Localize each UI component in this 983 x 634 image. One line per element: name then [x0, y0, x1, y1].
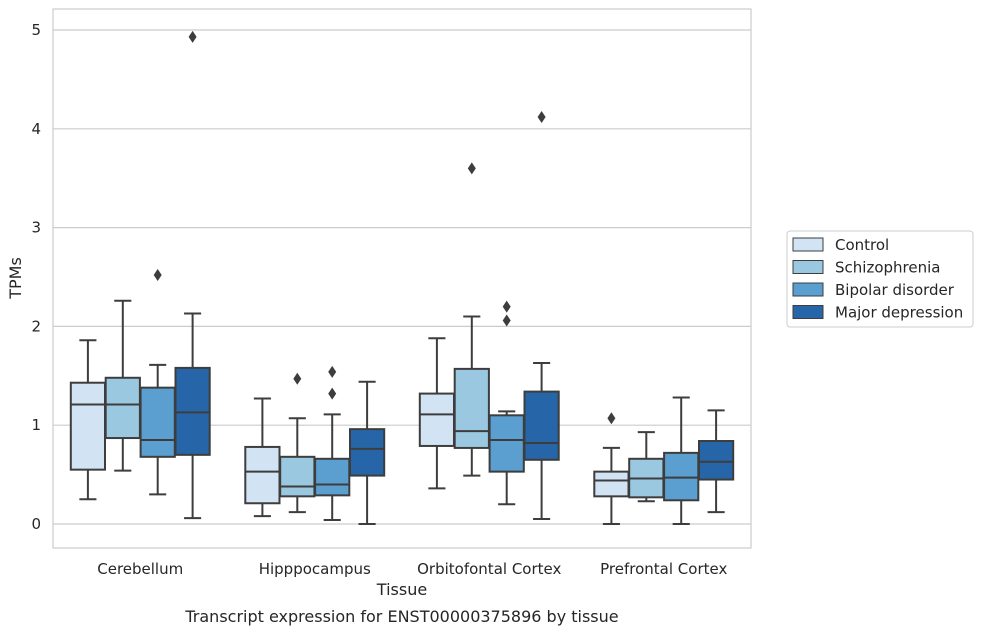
box-body [348, 428, 386, 477]
box-body [697, 440, 735, 481]
outlier-point [537, 110, 546, 123]
box-body [453, 367, 490, 449]
outlier-point [328, 387, 337, 400]
box-bipolar-disorder [139, 269, 176, 496]
y-tick-label: 4 [31, 120, 41, 138]
box-control [244, 397, 281, 518]
x-tick-label: Orbitofontal Cortex [417, 560, 561, 578]
outlier-point [607, 412, 616, 425]
legend-swatch [792, 282, 824, 297]
y-tick-label: 3 [31, 219, 41, 237]
box-bipolar-disorder [314, 365, 351, 522]
outlier-point [188, 30, 197, 43]
outlier-point [502, 300, 511, 313]
box-body [279, 455, 316, 498]
box-major-depression [174, 30, 211, 520]
box-body [314, 457, 351, 497]
x-tick-label: Hipppocampus [259, 560, 371, 578]
box-bipolar-disorder [488, 300, 525, 506]
legend-swatch [792, 305, 824, 319]
outlier-point [328, 365, 337, 378]
box-major-depression [697, 409, 735, 514]
outlier-point [293, 372, 302, 385]
y-tick-label: 5 [31, 21, 41, 39]
legend-label: Control [835, 236, 889, 254]
outlier-point [467, 162, 476, 175]
box-control [418, 337, 456, 490]
legend-label: Bipolar disorder [835, 281, 955, 299]
box-body [104, 376, 141, 440]
legend: Control Schizophrenia Bipolar disorder Majo… [786, 230, 974, 328]
x-axis-label: Tissue [376, 580, 427, 599]
x-tick-label: Prefrontal Cortex [600, 560, 727, 578]
box-body [418, 392, 456, 447]
box-schizophrenia [628, 431, 665, 503]
box-body [244, 445, 281, 505]
x-tick-labels: Cerebellum Hipppocampus Orbitofontal Corte… [97, 560, 727, 578]
y-tick-label: 0 [31, 515, 41, 533]
x-tick-label: Cerebellum [97, 560, 183, 578]
box-control [69, 339, 107, 501]
box-major-depression [348, 380, 386, 525]
outlier-point [502, 314, 511, 327]
chart-caption: Transcript expression for ENST0000037589… [184, 607, 618, 626]
legend-swatch [792, 260, 824, 274]
box-series [69, 30, 735, 525]
box-schizophrenia [453, 162, 490, 477]
box-body [488, 414, 525, 473]
box-schizophrenia [279, 372, 316, 514]
y-axis-label: TPMs [6, 257, 25, 300]
legend-frame [786, 230, 974, 328]
y-tick-label: 1 [31, 416, 41, 434]
legend-label: Schizophrenia [835, 259, 940, 277]
box-body [139, 386, 176, 458]
legend-swatch [792, 237, 824, 252]
box-body [69, 381, 107, 471]
outlier-point [153, 269, 162, 282]
y-tick-label: 2 [31, 317, 41, 335]
box-schizophrenia [104, 299, 141, 472]
box-major-depression [523, 110, 560, 521]
box-body [523, 390, 560, 461]
box-body [593, 470, 630, 498]
legend-label: Major depression [835, 304, 963, 322]
y-tick-labels: 0 1 2 3 4 5 [31, 21, 41, 533]
box-control [593, 412, 630, 525]
